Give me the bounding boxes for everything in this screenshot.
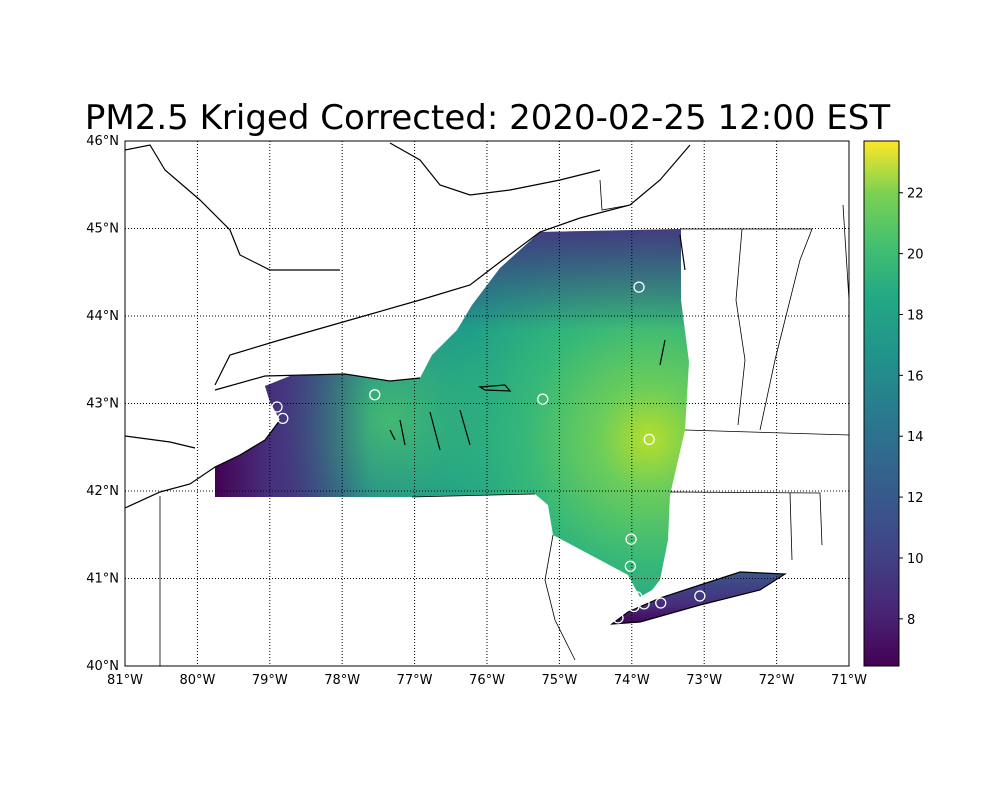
station-marker — [369, 389, 381, 401]
station-marker — [643, 433, 655, 446]
x-tick-label: 72°W — [759, 673, 795, 688]
colorbar-tick-label: 12 — [907, 491, 924, 506]
colorbar-tick-label: 22 — [907, 187, 924, 202]
x-tick-label: 75°W — [541, 673, 577, 688]
colorbar-tick-label: 8 — [907, 613, 915, 628]
colorbar-tick-label: 14 — [907, 430, 924, 445]
colorbar-ticks: 8 10 12 14 16 18 20 22 — [899, 187, 924, 628]
y-tick-label: 41°N — [86, 572, 119, 587]
y-tick-label: 46°N — [86, 134, 119, 149]
stations — [271, 281, 706, 624]
colorbar — [863, 140, 900, 667]
station-marker — [633, 281, 645, 293]
station-marker — [277, 412, 289, 425]
graticule — [124, 140, 850, 667]
x-tick-label: 81°W — [107, 673, 143, 688]
station-marker — [638, 598, 650, 610]
station-marker — [271, 401, 283, 413]
y-axis: 40°N 41°N 42°N 43°N 44°N 45°N 46°N — [86, 134, 119, 674]
station-marker — [655, 597, 667, 609]
x-tick-label: 80°W — [179, 673, 215, 688]
station-marker — [624, 560, 637, 572]
y-tick-label: 44°N — [86, 309, 119, 324]
colorbar-tick-label: 16 — [907, 369, 924, 384]
map-title: PM2.5 Kriged Corrected: 2020-02-25 12:00… — [84, 98, 891, 138]
station-marker — [694, 590, 706, 602]
station-marker — [537, 393, 549, 405]
x-tick-label: 77°W — [397, 673, 433, 688]
long-island-field — [612, 572, 785, 624]
colorbar-tick-label: 20 — [907, 248, 924, 263]
coastlines — [124, 142, 787, 625]
y-tick-label: 40°N — [86, 659, 119, 674]
x-axis: 81°W 80°W 79°W 78°W 77°W 76°W 75°W 74°W 73°W 72°W… — [107, 673, 867, 688]
y-tick-label: 45°N — [86, 222, 119, 237]
colorbar-tick-label: 10 — [907, 552, 924, 567]
x-tick-label: 74°W — [614, 673, 650, 688]
station-marker — [612, 612, 624, 624]
borders — [159, 179, 850, 666]
x-tick-label: 71°W — [831, 673, 867, 688]
x-tick-label: 78°W — [324, 673, 360, 688]
y-tick-label: 42°N — [86, 484, 119, 499]
map-frame — [124, 140, 850, 667]
x-tick-label: 79°W — [252, 673, 288, 688]
colorbar-tick-label: 18 — [907, 308, 924, 323]
x-tick-label: 73°W — [686, 673, 722, 688]
station-marker — [625, 533, 637, 545]
y-tick-label: 43°N — [86, 397, 119, 412]
station-marker — [628, 600, 640, 613]
x-tick-label: 76°W — [469, 673, 505, 688]
